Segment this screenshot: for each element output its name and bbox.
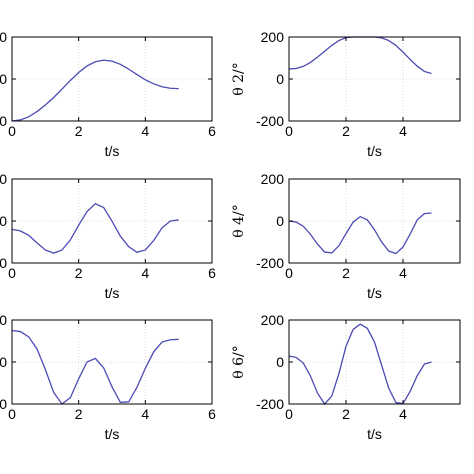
y-tick-label: 200 [0,312,7,328]
series-line [288,323,432,406]
x-tick-label: 0 [8,406,16,422]
x-tick-label: 6 [208,406,216,422]
y-tick-label: -200 [256,255,284,271]
y-axis-label: θ 2/° [231,62,247,96]
y-tick-label: 200 [261,29,285,45]
x-tick-label: 0 [285,123,293,139]
axes-box [288,36,461,122]
x-tick-label: 0 [285,406,293,422]
series-line [288,212,432,255]
x-tick-label: 0 [285,265,293,281]
x-tick-label: 6 [208,265,216,281]
y-tick-label: -200 [0,255,7,271]
axes-box [288,319,461,405]
x-axis-label: t/s [105,426,120,442]
series-line [288,36,432,75]
y-tick-label: 0 [0,354,7,370]
x-tick-label: 4 [399,406,407,422]
y-tick-label: -200 [0,113,7,129]
y-tick-label: 0 [276,213,284,229]
x-tick-label: 2 [342,406,350,422]
y-tick-label: 200 [0,29,7,45]
y-tick-label: 200 [261,312,285,328]
y-tick-label: 0 [276,354,284,370]
y-tick-label: -200 [256,113,284,129]
y-tick-label: 0 [276,71,284,87]
x-tick-label: 0 [8,123,16,139]
x-tick-label: 4 [141,265,149,281]
x-tick-label: 2 [75,265,83,281]
y-tick-label: 200 [0,171,7,187]
x-tick-label: 2 [342,265,350,281]
x-axis-label: t/s [367,285,382,301]
x-axis-label: t/s [367,143,382,159]
y-tick-label: 200 [261,171,285,187]
series-line [11,203,179,254]
x-axis-label: t/s [367,426,382,442]
x-tick-label: 2 [75,406,83,422]
x-tick-label: 6 [208,123,216,139]
y-tick-label: 0 [0,71,7,87]
x-tick-label: 4 [141,406,149,422]
x-axis-label: t/s [105,143,120,159]
series-line [11,329,179,405]
y-tick-label: 0 [0,213,7,229]
x-tick-label: 0 [8,265,16,281]
x-tick-label: 2 [342,123,350,139]
y-tick-label: -200 [256,396,284,412]
x-tick-label: 4 [141,123,149,139]
axes-box [288,178,461,264]
x-tick-label: 2 [75,123,83,139]
x-tick-label: 4 [399,265,407,281]
x-axis-label: t/s [105,285,120,301]
y-axis-label: θ 6/° [231,345,247,379]
series-line [11,59,179,122]
y-tick-label: -200 [0,396,7,412]
y-axis-label: θ 4/° [231,204,247,238]
x-tick-label: 4 [399,123,407,139]
